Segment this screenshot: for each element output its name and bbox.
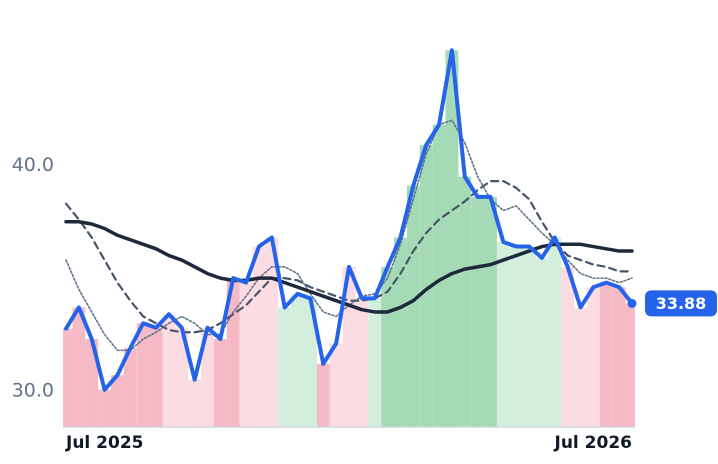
shade-column <box>303 298 317 427</box>
y-tick-label: 30.0 <box>12 379 54 401</box>
shade-column <box>98 389 112 427</box>
shade-column <box>213 339 227 427</box>
shade-column <box>368 298 382 427</box>
x-tick-label: Jul 2026 <box>554 433 633 453</box>
shade-column <box>111 375 124 427</box>
shade-column <box>625 303 635 427</box>
shade-column <box>265 237 279 427</box>
shade-column <box>72 307 86 427</box>
shade-column <box>535 257 549 427</box>
shade-column <box>316 363 330 427</box>
shade-column <box>136 323 150 427</box>
y-tick-label: 40.0 <box>12 154 54 176</box>
shade-column <box>445 50 459 427</box>
shade-column <box>522 246 536 427</box>
shade-column <box>561 266 575 427</box>
shade-column <box>548 237 562 427</box>
shade-column <box>201 327 214 427</box>
shade-column <box>471 196 485 427</box>
x-tick-label: Jul 2025 <box>65 433 144 453</box>
shade-column <box>329 343 343 427</box>
last-point <box>627 298 637 308</box>
shade-column <box>252 246 266 427</box>
shade-column <box>496 242 510 427</box>
shade-column <box>612 287 626 427</box>
y-tick: 30.0 <box>12 379 54 401</box>
shade-column <box>188 379 202 427</box>
series-line <box>64 48 634 392</box>
shade-column <box>355 298 369 427</box>
shade-column <box>85 339 99 427</box>
shade-column <box>484 196 497 427</box>
value-badge-label: 33.88 <box>656 294 707 313</box>
y-tick: 40.0 <box>12 154 54 176</box>
shade-column <box>509 246 523 427</box>
shade-column <box>291 293 304 427</box>
series-line <box>64 219 634 314</box>
shade-column <box>175 327 189 427</box>
shade-column <box>586 287 600 427</box>
shade-column <box>63 328 73 427</box>
shade-column <box>278 307 292 427</box>
shade-column <box>574 307 587 427</box>
shade-column <box>419 145 433 427</box>
shade-column <box>432 124 446 427</box>
shade-column <box>458 176 472 427</box>
shade-column <box>162 314 176 427</box>
shade-column <box>381 266 395 427</box>
shade-column <box>406 185 420 427</box>
shade-column <box>123 348 137 427</box>
value-badge <box>645 290 717 317</box>
shade-column <box>394 237 407 427</box>
shade-column <box>149 327 163 427</box>
shade-column <box>599 282 613 427</box>
shade-column <box>239 282 253 427</box>
